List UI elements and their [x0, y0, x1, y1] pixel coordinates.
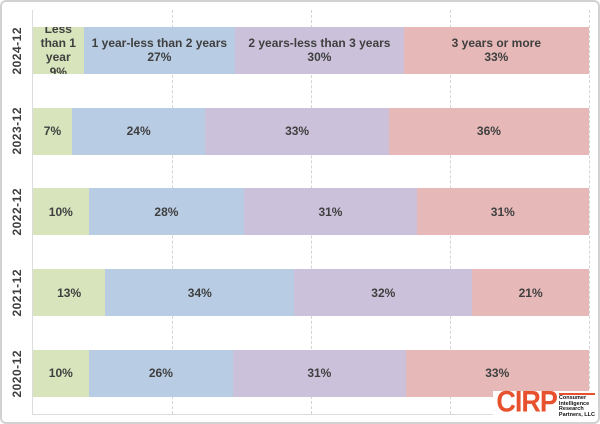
y-axis-label: 2024-12 — [10, 26, 24, 75]
bar-segment: 26% — [88, 350, 234, 398]
cirp-logo-line: Consumer — [558, 394, 587, 401]
segment-value-label: 30% — [307, 50, 332, 65]
segment-value-label: 24% — [126, 123, 151, 138]
segment-series-label: Less than 1 year — [40, 26, 76, 65]
chart-row: Less than 1 year 9% 1 year-less than 2 yea… — [33, 10, 589, 91]
bar-segment: 10% — [33, 350, 89, 398]
stacked-bar: 10% 28% 31% 31% — [33, 188, 589, 236]
segment-value-label: 34% — [187, 285, 212, 300]
cirp-logo-rule — [558, 392, 595, 395]
cirp-logo-acronym: CIRP — [496, 385, 558, 418]
chart-row: 10% 26% 31% 33% — [33, 333, 589, 414]
segment-value-label: 26% — [148, 366, 173, 381]
cirp-logo-text: Consumer Intelligence Research Partners,… — [558, 391, 595, 419]
y-axis-label: 2023-12 — [10, 107, 24, 155]
chart-row: 13% 34% 32% 21% — [33, 252, 590, 333]
segment-value-label: 36% — [476, 123, 501, 138]
y-axis-label: 2022-12 — [10, 188, 24, 236]
segment-series-label: 2 years-less than 3 years — [248, 36, 391, 50]
chart-row: 10% 28% 31% 31% — [33, 172, 589, 253]
segment-value-label: 13% — [57, 285, 82, 300]
segment-value-label: 10% — [48, 366, 73, 381]
bar-segment: 33% — [205, 107, 389, 155]
stacked-bar: 7% 24% 33% 36% — [33, 107, 589, 155]
segment-value-label: 21% — [518, 285, 543, 300]
bar-segment: 10% — [33, 188, 89, 236]
bar-segment: 32% — [294, 269, 473, 317]
bar-segment: 7% — [33, 107, 72, 155]
stacked-bar: 13% 34% 32% 21% — [33, 269, 590, 317]
bar-segment: 24% — [71, 107, 206, 155]
rows: Less than 1 year 9% 1 year-less than 2 yea… — [33, 10, 590, 414]
bar-segment: 36% — [388, 107, 589, 155]
segment-value-label: 33% — [285, 123, 310, 138]
segment-series-label: 1 year-less than 2 years — [91, 36, 228, 50]
y-axis-label: 2020-12 — [10, 349, 24, 398]
segment-value-label: 31% — [318, 204, 343, 219]
y-axis-tick: 2021-12 — [2, 252, 32, 333]
y-axis-tick: 2023-12 — [2, 91, 32, 172]
bar-segment: 31% — [416, 188, 589, 236]
gridline-100pct — [589, 10, 590, 414]
segment-value-label: 27% — [147, 50, 172, 65]
chart-row: 7% 24% 33% 36% — [33, 91, 589, 172]
segment-value-label: 28% — [154, 204, 179, 219]
bar-segment: 3 years or more 33% — [403, 26, 589, 74]
y-axis-label: 2021-12 — [10, 269, 24, 317]
bar-segment: 13% — [33, 269, 106, 317]
y-axis: 2024-12 2023-12 2022-12 2021-12 2020-12 — [2, 10, 32, 414]
bar-segment: Less than 1 year 9% — [33, 26, 84, 74]
y-axis-tick: 2024-12 — [2, 10, 32, 91]
y-axis-tick: 2020-12 — [2, 333, 32, 414]
plot-area: Less than 1 year 9% 1 year-less than 2 yea… — [32, 10, 590, 415]
bar-segment: 1 year-less than 2 years 27% — [83, 26, 236, 74]
segment-value-label: 7% — [43, 123, 62, 138]
y-axis-tick: 2022-12 — [2, 172, 32, 253]
bar-segment: 34% — [105, 269, 295, 317]
segment-value-label: 10% — [48, 204, 73, 219]
cirp-logo-line: Partners, LLC — [558, 412, 595, 419]
bar-segment: 21% — [472, 269, 590, 317]
stacked-bar: Less than 1 year 9% 1 year-less than 2 yea… — [33, 26, 589, 74]
segment-series-label: 3 years or more — [451, 36, 542, 50]
cirp-logo-line: Research — [558, 406, 584, 413]
bar-segment: 33% — [405, 350, 589, 398]
segment-value-label: 33% — [484, 50, 509, 65]
segment-value-label: 32% — [371, 285, 396, 300]
stacked-bar: 10% 26% 31% 33% — [33, 350, 589, 398]
segment-value-label: 31% — [307, 366, 332, 381]
bar-segment: 28% — [88, 188, 245, 236]
cirp-logo: CIRP Consumer Intelligence Research Part… — [493, 385, 595, 419]
bar-segment: 2 years-less than 3 years 30% — [235, 26, 404, 74]
segment-value-label: 31% — [490, 204, 515, 219]
bar-segment: 31% — [233, 350, 406, 398]
segment-value-label: 9% — [49, 64, 67, 74]
cirp-logo-line: Intelligence — [558, 400, 590, 407]
bar-segment: 31% — [244, 188, 417, 236]
segment-value-label: 33% — [485, 366, 510, 381]
